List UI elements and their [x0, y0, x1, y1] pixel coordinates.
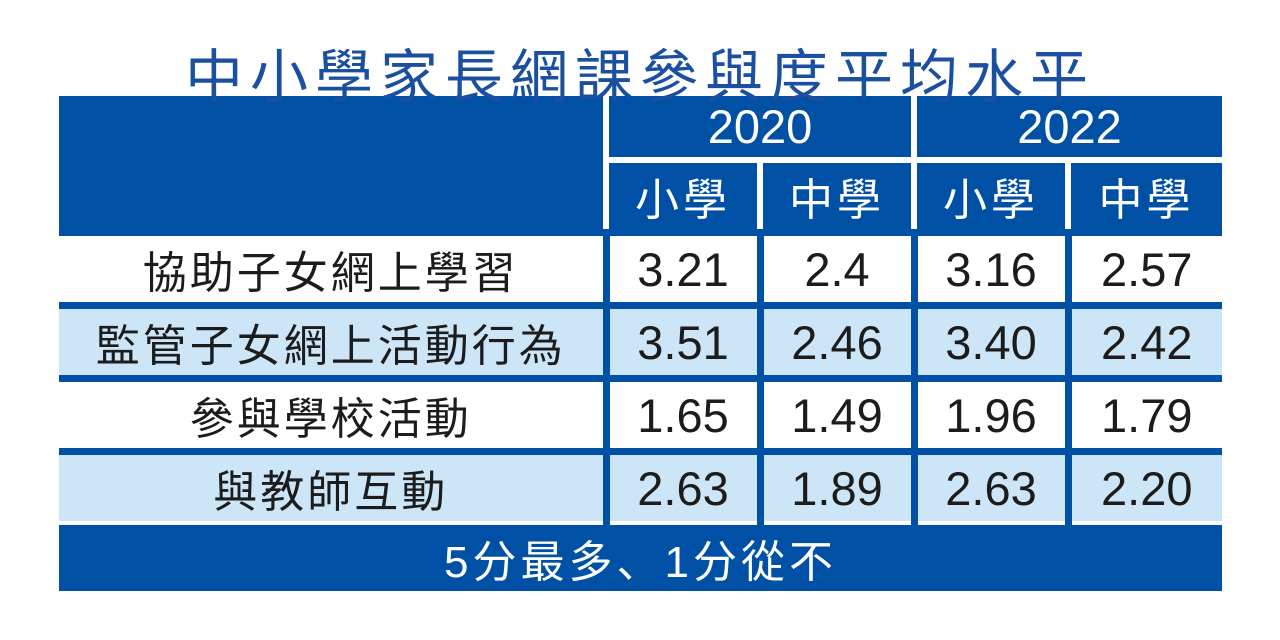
row-label: 監管子女網上活動行為: [59, 302, 606, 379]
year-header-2020: 2020: [603, 96, 914, 163]
value-cell: 3.40: [910, 302, 1068, 379]
value-cell: 2.63: [602, 448, 760, 523]
value-cell: 1.89: [756, 448, 914, 523]
corner-blank-cell: [59, 96, 609, 233]
scale-footnote-row: 5分最多、1分從不: [59, 521, 1222, 591]
value-cell: 1.79: [1064, 375, 1222, 452]
value-cell: 2.4: [756, 229, 914, 306]
value-cell: 2.46: [756, 302, 914, 379]
school-header-2020-primary: 小學: [603, 160, 760, 233]
value-cell: 3.21: [602, 229, 760, 306]
value-cell: 2.20: [1064, 448, 1222, 523]
value-cell: 2.42: [1064, 302, 1222, 379]
page-title: 中小學家長網課參與度平均水平: [184, 45, 1095, 110]
table-row: 與教師互動 2.63 1.89 2.63 2.20: [59, 448, 1222, 523]
table-row: 參與學校活動 1.65 1.49 1.96 1.79: [59, 375, 1222, 452]
value-cell: 1.49: [756, 375, 914, 452]
value-cell: 1.96: [910, 375, 1068, 452]
year-header-2022: 2022: [911, 96, 1222, 163]
row-label: 參與學校活動: [59, 375, 606, 452]
value-cell: 3.16: [910, 229, 1068, 306]
table-row: 協助子女網上學習 3.21 2.4 3.16 2.57: [59, 229, 1222, 306]
row-label: 與教師互動: [59, 448, 606, 523]
table-row: 監管子女網上活動行為 3.51 2.46 3.40 2.42: [59, 302, 1222, 379]
school-header-row: 小學 中學 小學 中學: [59, 160, 1222, 233]
value-cell: 3.51: [602, 302, 760, 379]
row-label: 協助子女網上學習: [59, 229, 606, 306]
value-cell: 1.65: [602, 375, 760, 452]
value-cell: 2.63: [910, 448, 1068, 523]
school-header-2020-secondary: 中學: [757, 160, 914, 233]
value-cell: 2.57: [1064, 229, 1222, 306]
school-header-2022-primary: 小學: [911, 160, 1068, 233]
school-header-2022-secondary: 中學: [1065, 160, 1222, 233]
parents-participation-table: 2020 2022 小學 中學 小學 中學 協助子女網上學習 3.21 2.4 …: [59, 96, 1222, 591]
scale-footnote: 5分最多、1分從不: [59, 521, 1222, 591]
year-header-row: 2020 2022: [59, 96, 1222, 233]
